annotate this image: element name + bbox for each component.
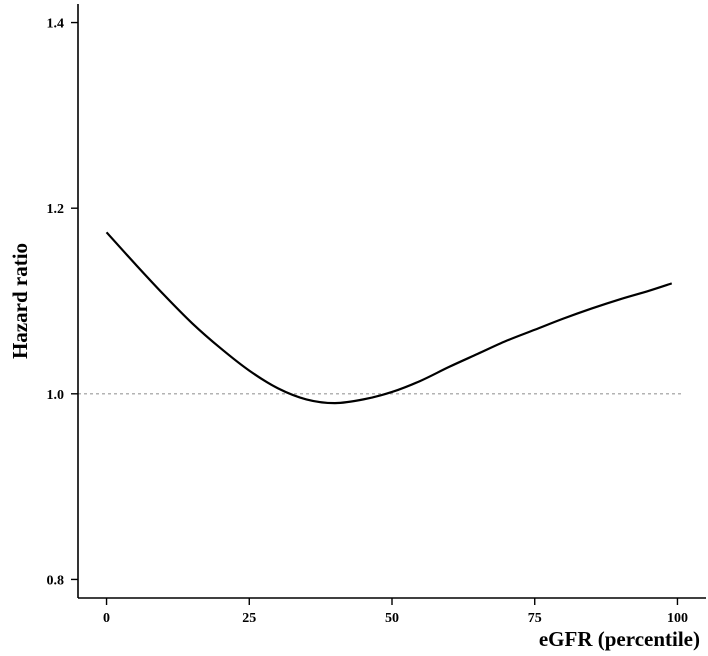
x-ticks: 0 25 50 75 100 [103, 598, 688, 626]
y-tick-label: 1.0 [47, 388, 65, 403]
series-line [105, 231, 673, 405]
x-tick-label: 100 [667, 611, 688, 626]
series-layer [105, 231, 673, 405]
y-tick-label: 1.2 [47, 202, 65, 217]
x-axis-title: eGFR (percentile) [539, 627, 700, 651]
y-tick-label: 0.8 [47, 573, 65, 588]
y-axis-title: Hazard ratio [8, 243, 32, 359]
x-tick-label: 50 [385, 611, 399, 626]
x-tick-label: 0 [103, 611, 110, 626]
x-tick-label: 75 [528, 611, 542, 626]
x-tick-label: 25 [242, 611, 256, 626]
y-ticks: 0.8 1.0 1.2 1.4 [47, 17, 78, 588]
y-tick-label: 1.4 [47, 17, 65, 32]
